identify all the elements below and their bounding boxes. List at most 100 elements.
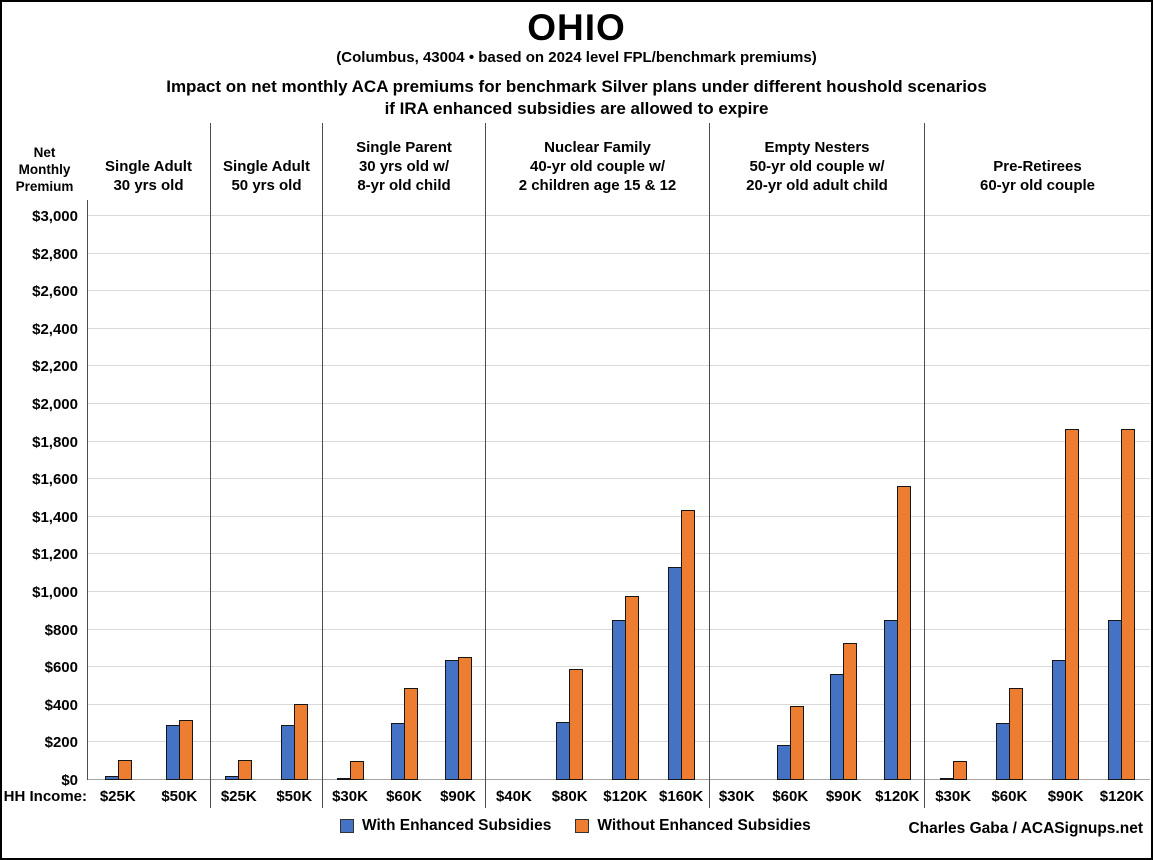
- gridline: [710, 666, 924, 668]
- income-slot: $60K: [764, 784, 818, 805]
- legend-item-without: Without Enhanced Subsidies: [575, 817, 811, 835]
- title-block: OHIO (Columbus, 43004 • based on 2024 le…: [2, 2, 1151, 120]
- gridline: [211, 365, 322, 367]
- income-labels-nuclear-family-40: $40K $80K $120K $160K: [485, 780, 709, 808]
- gridline: [710, 591, 924, 592]
- gridline: [211, 478, 322, 480]
- gridline: [710, 779, 924, 780]
- gridline: [88, 741, 210, 743]
- gridline: [211, 403, 322, 404]
- gridline: [925, 252, 1150, 254]
- gridline: [88, 290, 210, 292]
- income-tick-label: $60K: [991, 787, 1028, 805]
- gridline: [88, 365, 210, 367]
- income-slot: $30K: [323, 784, 377, 805]
- without-subsidies-swatch: [575, 819, 590, 833]
- gridline: [323, 252, 485, 254]
- gridline: [710, 290, 924, 292]
- gridline: [88, 591, 210, 592]
- gridline: [211, 591, 322, 592]
- income-tick-label: $90K: [1047, 787, 1084, 805]
- gridline: [88, 779, 210, 780]
- y-tick-label: $2,200: [32, 358, 78, 376]
- y-axis-title: Net Monthly Premium: [15, 145, 74, 194]
- gridline: [486, 741, 709, 743]
- gridline: [211, 440, 322, 442]
- bars-single-adult-30: [88, 200, 210, 780]
- bar-with-subsidies: [1108, 620, 1123, 780]
- bar-with-subsidies: [390, 723, 405, 780]
- gridline: [925, 515, 1150, 517]
- y-axis-ticks: $0 $200 $400 $600 $800 $1,000 $1,200 $1,400 $1,6…: [2, 200, 87, 789]
- y-tick-label: $600: [44, 659, 78, 677]
- panel-header-line: 20-yr old adult child: [746, 177, 888, 194]
- income-tick-label: $50K: [161, 787, 198, 805]
- income-slot: $120K: [598, 784, 654, 805]
- income-tick-label: $50K: [276, 787, 313, 805]
- bar-group-pre-retirees-60-60k: [981, 688, 1037, 780]
- bar-group-empty-nesters-50-90k: [817, 643, 871, 780]
- income-labels-single-adult-50: $25K $50K: [210, 780, 322, 808]
- y-tick-label: $200: [44, 734, 78, 752]
- gridline: [211, 703, 322, 705]
- gridline: [323, 591, 485, 592]
- income-slot: $160K: [653, 784, 709, 805]
- gridline: [323, 553, 485, 555]
- bar-with-subsidies: [776, 745, 791, 780]
- gridline: [323, 666, 485, 668]
- income-labels-pre-retirees-60: $30K $60K $90K $120K: [924, 780, 1150, 808]
- panel-nuclear-family-40: [485, 200, 709, 780]
- y-tick-label: $2,600: [32, 283, 78, 301]
- gridline: [710, 515, 924, 517]
- panel-header-line: 40-yr old couple w/: [529, 158, 666, 175]
- bar-with-subsidies: [336, 778, 351, 780]
- bar-without-subsidies: [403, 688, 418, 780]
- income-tick-label: $90K: [440, 787, 476, 805]
- bar-group-single-adult-30-50k: [149, 720, 210, 780]
- bar-with-subsidies: [166, 725, 180, 780]
- chart-title-line1: Impact on net monthly ACA premiums for b…: [166, 77, 987, 96]
- panel-header-line: 8-yr old child: [357, 177, 451, 194]
- y-tick-label: $1,000: [32, 584, 78, 601]
- gridline: [925, 403, 1150, 404]
- gridline: [211, 779, 322, 780]
- gridline: [323, 628, 485, 630]
- income-tick-label: $160K: [659, 787, 704, 805]
- bar-with-subsidies: [1052, 660, 1067, 780]
- gridline: [486, 290, 709, 292]
- bar-with-subsidies: [995, 723, 1010, 780]
- gridline: [710, 215, 924, 216]
- bars-empty-nesters-50: [710, 200, 924, 780]
- income-tick-label: $90K: [825, 787, 862, 805]
- gridline: [710, 628, 924, 630]
- bar-group-single-parent-30-90k: [431, 657, 485, 780]
- bar-with-subsidies: [939, 778, 954, 780]
- bar-group-pre-retirees-60-90k: [1038, 429, 1094, 780]
- gridline: [486, 440, 709, 442]
- bar-with-subsidies: [556, 722, 571, 780]
- gridline: [88, 703, 210, 705]
- income-slot: $30K: [710, 784, 764, 805]
- panel-header-line: 2 children age 15 & 12: [518, 177, 677, 194]
- bar-with-subsidies: [830, 674, 845, 780]
- income-tick-label: $120K: [875, 787, 920, 805]
- gridline: [925, 591, 1150, 592]
- gridline: [88, 252, 210, 254]
- gridline: [211, 553, 322, 555]
- bar-without-subsidies: [896, 486, 911, 780]
- income-slot: $50K: [149, 784, 211, 805]
- gridline: [323, 478, 485, 480]
- panel-single-adult-30: [87, 200, 210, 780]
- gridline: [486, 515, 709, 517]
- income-tick-label: $25K: [99, 787, 136, 805]
- bar-without-subsidies: [680, 510, 695, 780]
- income-slot: $90K: [817, 784, 871, 805]
- income-slot: $60K: [377, 784, 431, 805]
- y-tick-label: $800: [44, 621, 78, 639]
- legend-with-label: With Enhanced Subsidies: [362, 817, 552, 834]
- chart-grid: Net Monthly Premium Single Adult 30 yrs o…: [2, 123, 1151, 808]
- gridline: [88, 628, 210, 630]
- panel-header-line: 50-yr old couple w/: [749, 158, 885, 175]
- gridline: [710, 741, 924, 743]
